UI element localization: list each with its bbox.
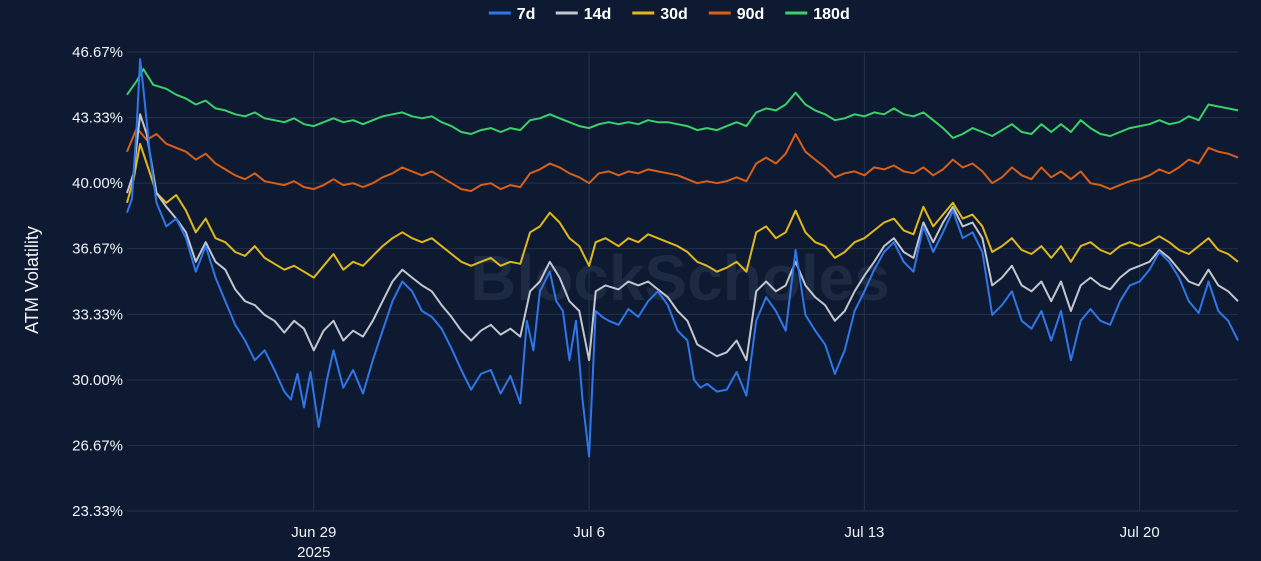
series-line-90d [126, 127, 1239, 192]
legend-label: 7d [517, 6, 536, 23]
x-tick-label: Jul 20 [1120, 524, 1160, 541]
legend-label: 180d [813, 6, 849, 23]
x-tick-label: Jul 6 [573, 524, 605, 541]
x-tick-label: Jun 29 [291, 524, 336, 541]
series-line-14d [126, 113, 1239, 362]
legend-label: 14d [584, 6, 612, 23]
y-tick-label: 33.33% [72, 306, 123, 323]
watermark: BlockScholes [470, 242, 890, 314]
legend[interactable]: 7d 14d 30d 90d 180d [488, 6, 850, 23]
legend-item-7d[interactable]: 7d [488, 6, 536, 23]
x-axis-ticks: Jun 29 2025 Jul 6 Jul 13 Jul 20 [291, 524, 1159, 561]
legend-item-90d[interactable]: 90d [708, 6, 765, 23]
x-tick-sublabel: 2025 [297, 544, 330, 561]
y-tick-label: 23.33% [72, 503, 123, 520]
legend-item-180d[interactable]: 180d [785, 6, 850, 23]
y-axis-ticks: 46.67% 43.33% 40.00% 36.67% 33.33% 30.00% 26.6… [72, 44, 123, 520]
legend-item-14d[interactable]: 14d [555, 6, 612, 23]
legend-item-30d[interactable]: 30d [632, 6, 688, 23]
y-tick-label: 30.00% [72, 372, 123, 389]
y-tick-label: 36.67% [72, 241, 123, 258]
series-line-180d [126, 68, 1239, 139]
x-tick-label: Jul 13 [844, 524, 884, 541]
legend-label: 90d [737, 6, 765, 23]
y-axis-title: ATM Volatility [22, 226, 42, 334]
y-tick-label: 40.00% [72, 175, 123, 192]
legend-label: 30d [660, 6, 688, 23]
y-tick-label: 43.33% [72, 110, 123, 127]
series-line-30d [126, 142, 1239, 279]
series-line-7d [126, 58, 1239, 458]
y-tick-label: 46.67% [72, 44, 123, 61]
y-tick-label: 26.67% [72, 437, 123, 454]
series-lines [126, 58, 1239, 458]
